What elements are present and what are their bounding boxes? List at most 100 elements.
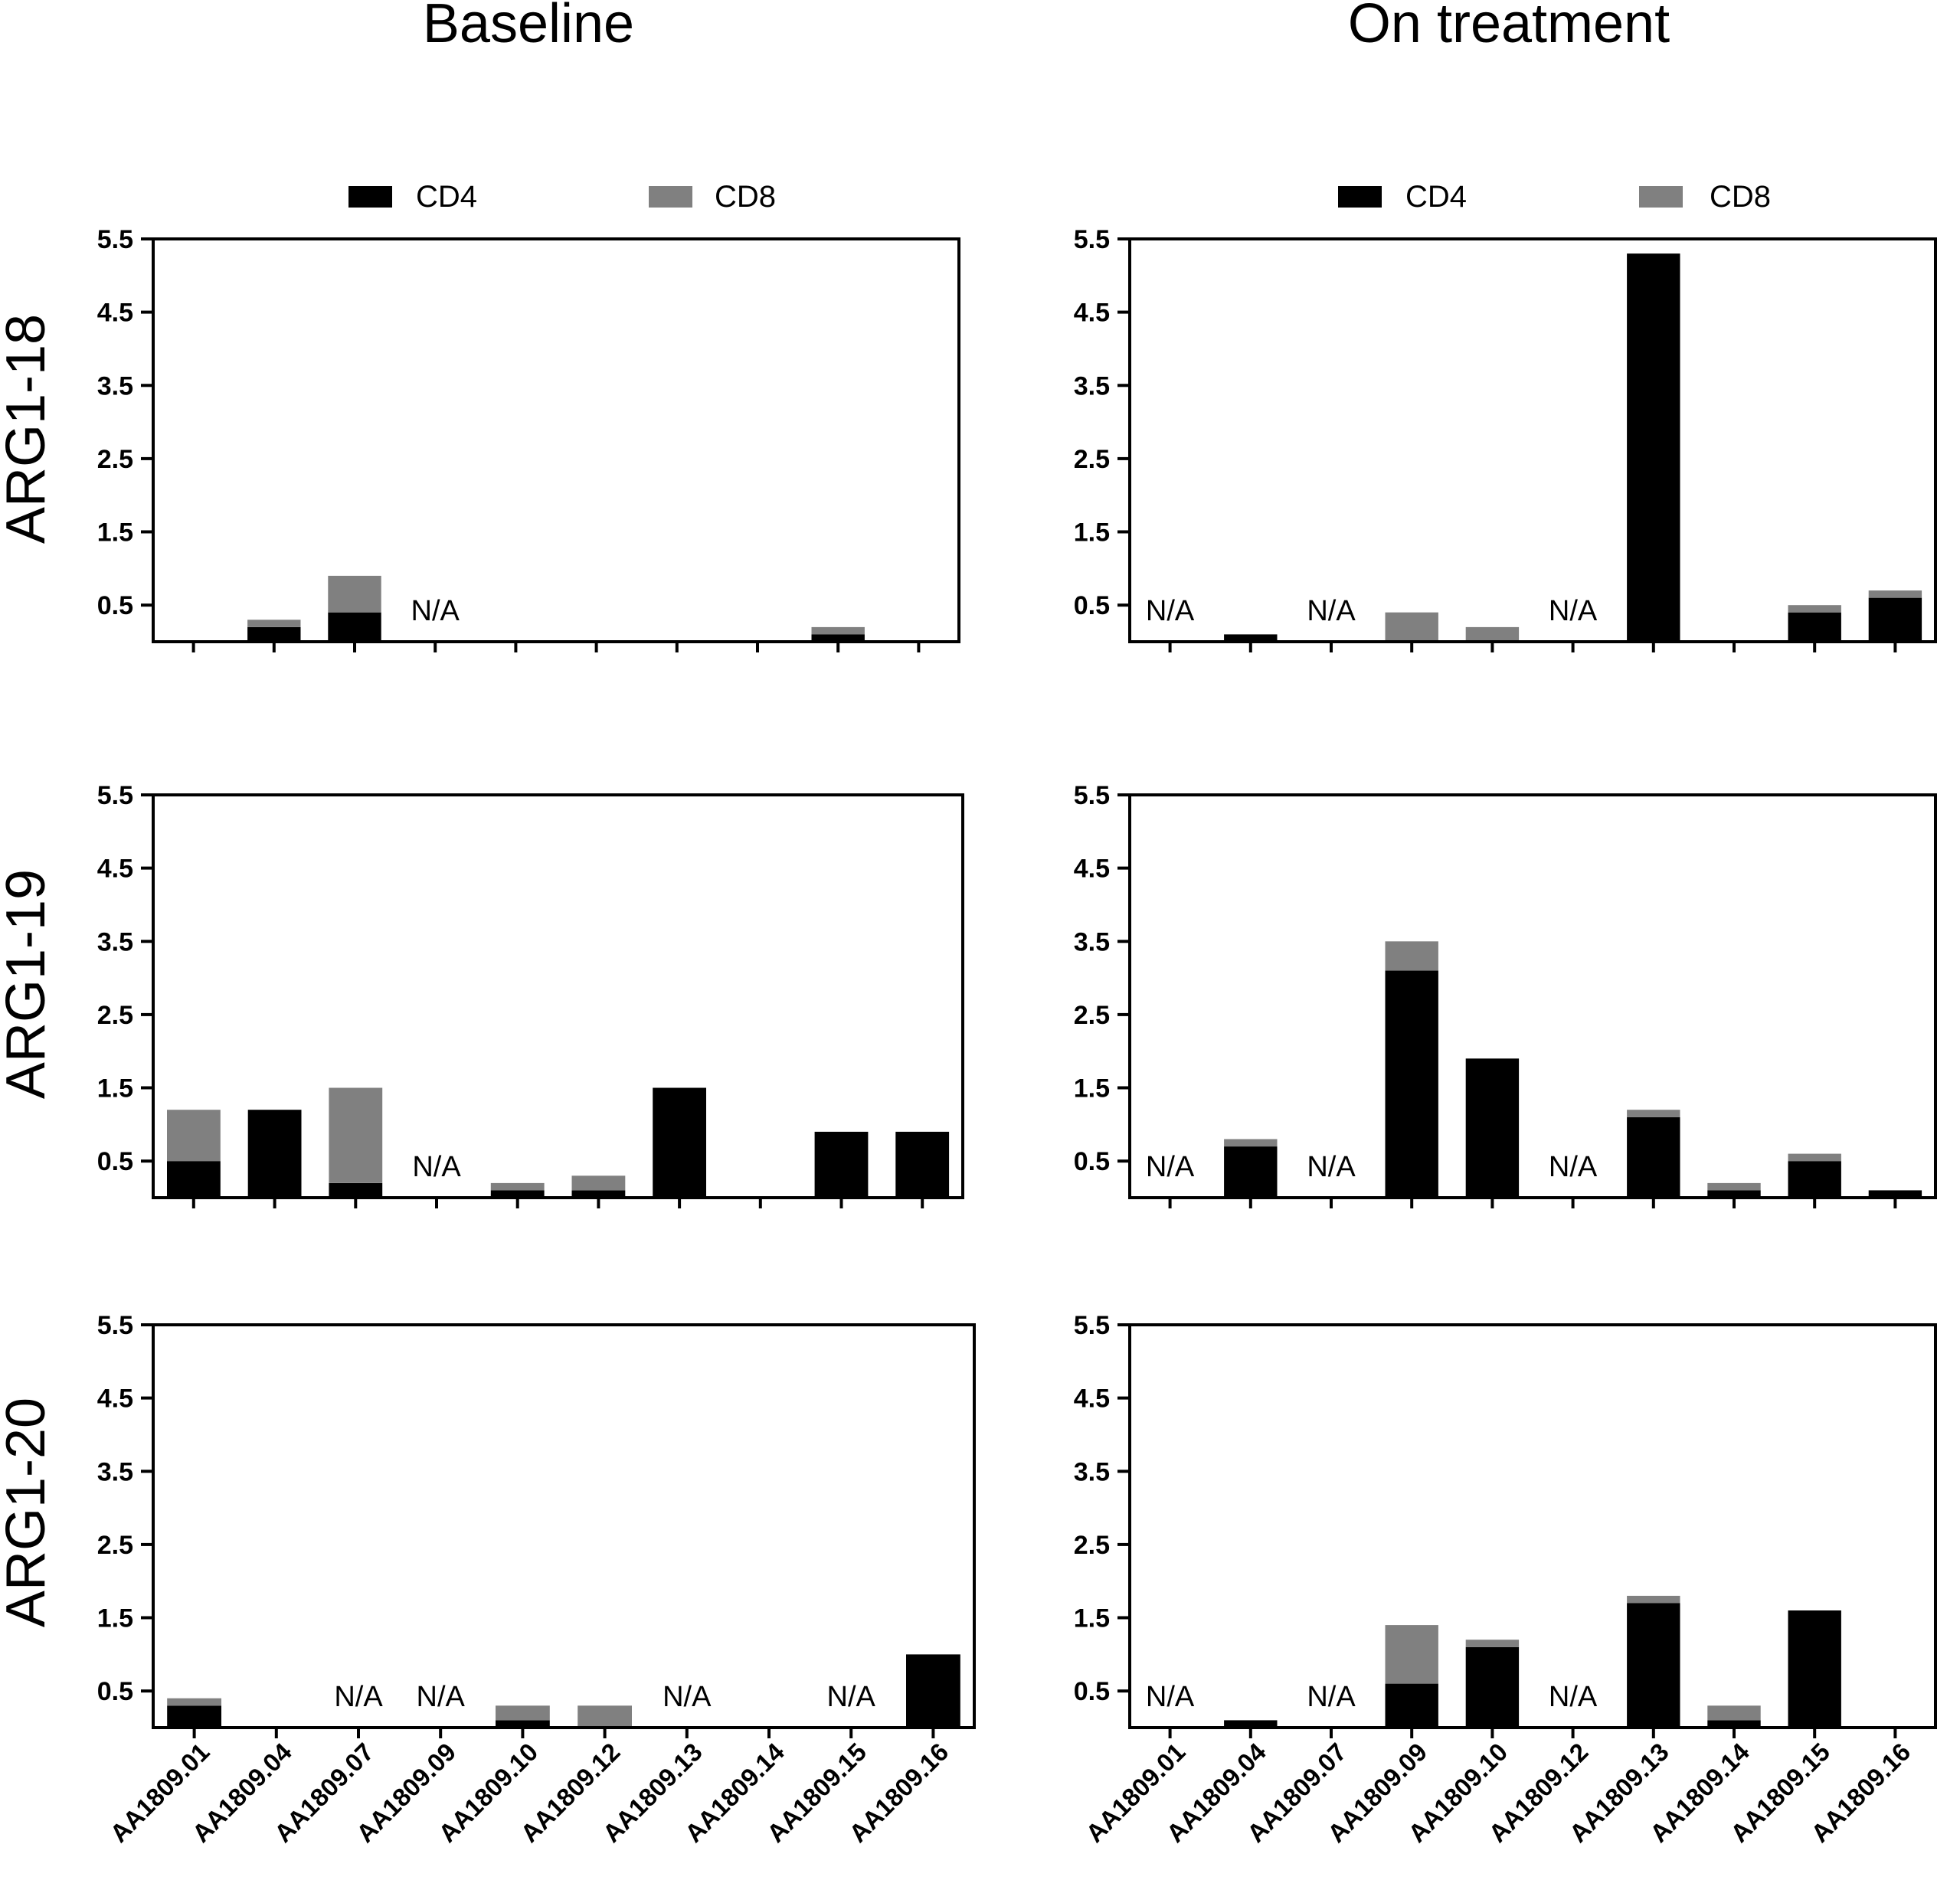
- plot-frame: [1128, 793, 1937, 1199]
- y-tick-label: 2.5: [97, 445, 133, 474]
- y-tick-label: 2.5: [1074, 445, 1110, 474]
- na-label-aa1809-09: N/A: [412, 1151, 461, 1183]
- y-tick-label: 0.5: [1074, 591, 1110, 620]
- row-label-arg1-19: ARG1-19: [0, 869, 57, 1099]
- bar-cd8-aa1809-01: [167, 1110, 221, 1162]
- bar-cd4-aa1809-04: [1224, 1720, 1278, 1728]
- y-tick-label: 2.5: [1074, 1001, 1110, 1030]
- y-tick-label: 4.5: [97, 299, 133, 328]
- na-label-aa1809-12: N/A: [1549, 1681, 1598, 1713]
- bar-cd4-aa1809-16: [906, 1654, 960, 1728]
- plot-frame: [1128, 237, 1937, 643]
- bar-cd8-aa1809-09: [1385, 612, 1438, 642]
- y-tick-label: 0.5: [97, 591, 133, 620]
- y-tick-label: 2.5: [97, 1001, 133, 1030]
- panel-arg1-20-on-treatment: N/A N/A N/A0.51.52.53.54.55.5AA1809.01AA18…: [1074, 1311, 1937, 1848]
- na-label-aa1809-09: N/A: [417, 1681, 466, 1713]
- panel-arg1-18-baseline: N/A 0.5 1.5 2.5 3.5 4.5 5.5: [97, 225, 960, 652]
- na-label-aa1809-09: N/A: [411, 595, 460, 627]
- y-tick-label: 0.5: [1074, 1677, 1110, 1706]
- bar-cd4-aa1809-14: [1707, 1190, 1761, 1198]
- bar-cd8-aa1809-16: [1868, 590, 1922, 598]
- bar-cd4-aa1809-10: [1465, 1058, 1520, 1198]
- legend-swatch-cd8: [1639, 186, 1683, 208]
- bar-cd4-aa1809-04: [1224, 634, 1278, 642]
- bar-cd4-aa1809-15: [811, 634, 865, 642]
- na-label-aa1809-01: N/A: [1146, 1681, 1195, 1713]
- y-tick-label: 3.5: [1074, 927, 1110, 956]
- y-tick-label: 5.5: [1074, 781, 1110, 810]
- bar-cd8-aa1809-10: [496, 1705, 550, 1721]
- bar-cd8-aa1809-07: [329, 1087, 383, 1183]
- y-tick-label: 2.5: [1074, 1531, 1110, 1560]
- bar-cd4-aa1809-04: [1224, 1146, 1278, 1198]
- bar-cd4-aa1809-10: [1465, 1646, 1520, 1728]
- bar-cd4-aa1809-01: [167, 1161, 221, 1198]
- bar-cd4-aa1809-13: [653, 1087, 706, 1198]
- bar-cd8-aa1809-13: [1627, 1110, 1680, 1117]
- na-label-aa1809-07: N/A: [1307, 595, 1356, 627]
- na-label-aa1809-12: N/A: [1549, 595, 1598, 627]
- na-label-aa1809-12: N/A: [1549, 1151, 1598, 1183]
- y-tick-label: 1.5: [1074, 518, 1110, 548]
- y-tick-label: 5.5: [97, 1311, 133, 1340]
- y-tick-label: 3.5: [97, 1457, 133, 1486]
- y-tick-label: 0.5: [97, 1677, 133, 1706]
- y-tick-label: 4.5: [97, 855, 133, 884]
- y-tick-label: 0.5: [97, 1147, 133, 1176]
- bar-cd4-aa1809-09: [1385, 970, 1438, 1198]
- bar-cd4-aa1809-10: [490, 1190, 545, 1198]
- bar-cd4-aa1809-15: [1788, 1161, 1841, 1198]
- y-tick-label: 5.5: [1074, 1311, 1110, 1340]
- bar-cd4-aa1809-15: [1788, 612, 1841, 642]
- plot-frame: [1128, 1323, 1937, 1729]
- bar-cd8-aa1809-12: [571, 1175, 626, 1191]
- bar-cd8-aa1809-10: [1465, 1640, 1520, 1647]
- bar-cd4-aa1809-13: [1627, 1117, 1680, 1198]
- legend-label-cd8: CD8: [715, 180, 776, 214]
- panel-arg1-19-baseline: N/A 0.5 1.5 2.5 3.5 4.5 5.5: [97, 781, 964, 1208]
- y-tick-label: 1.5: [97, 1074, 133, 1103]
- y-tick-label: 5.5: [1074, 225, 1110, 254]
- bar-cd4-aa1809-13: [1627, 1603, 1680, 1728]
- bar-cd8-aa1809-12: [578, 1705, 632, 1728]
- column-title-baseline: Baseline: [423, 0, 634, 54]
- bar-cd4-aa1809-07: [329, 1182, 383, 1198]
- plot-frame: [152, 237, 960, 643]
- bar-cd4-aa1809-13: [1627, 253, 1680, 642]
- bar-cd4-aa1809-16: [895, 1131, 950, 1198]
- bar-cd8-aa1809-04: [247, 620, 301, 627]
- legend-label-cd8: CD8: [1710, 180, 1771, 214]
- legend-label-cd4: CD4: [1405, 180, 1467, 214]
- bar-cd8-aa1809-09: [1385, 1625, 1438, 1684]
- bar-cd4-aa1809-16: [1868, 1190, 1922, 1198]
- bar-cd4-aa1809-14: [1707, 1720, 1761, 1728]
- bar-cd4-aa1809-15: [814, 1131, 869, 1198]
- y-tick-label: 0.5: [1074, 1147, 1110, 1176]
- y-tick-label: 3.5: [97, 927, 133, 956]
- bar-cd4-aa1809-15: [1788, 1610, 1841, 1728]
- y-tick-label: 3.5: [1074, 371, 1110, 401]
- row-label-arg1-18: ARG1-18: [0, 314, 57, 544]
- bar-cd4-aa1809-04: [247, 1110, 302, 1198]
- na-label-aa1809-13: N/A: [663, 1681, 712, 1713]
- y-tick-label: 4.5: [1074, 299, 1110, 328]
- y-tick-label: 2.5: [97, 1531, 133, 1560]
- y-tick-label: 5.5: [97, 225, 133, 254]
- bar-cd8-aa1809-10: [1465, 626, 1520, 642]
- bar-cd4-aa1809-04: [247, 626, 301, 642]
- bar-cd8-aa1809-10: [490, 1182, 545, 1191]
- column-title-on-treatment: On treatment: [1348, 0, 1670, 54]
- bar-cd8-aa1809-14: [1707, 1182, 1761, 1191]
- na-label-aa1809-07: N/A: [334, 1681, 383, 1713]
- y-tick-label: 4.5: [1074, 855, 1110, 884]
- chart-panels: N/A 0.5 1.5 2.5 3.5 4.5 5.5 N/A N/A N/A 0.5 1.5 2.5 3…: [97, 225, 1937, 1848]
- legend-label-cd4: CD4: [416, 180, 477, 214]
- bar-cd8-aa1809-15: [1788, 1153, 1841, 1162]
- bar-cd4-aa1809-16: [1868, 597, 1922, 642]
- bar-cd8-aa1809-01: [167, 1698, 221, 1706]
- legend-swatch-cd4: [348, 186, 392, 208]
- y-tick-label: 1.5: [97, 518, 133, 548]
- na-label-aa1809-07: N/A: [1307, 1681, 1356, 1713]
- row-label-arg1-20: ARG1-20: [0, 1398, 57, 1627]
